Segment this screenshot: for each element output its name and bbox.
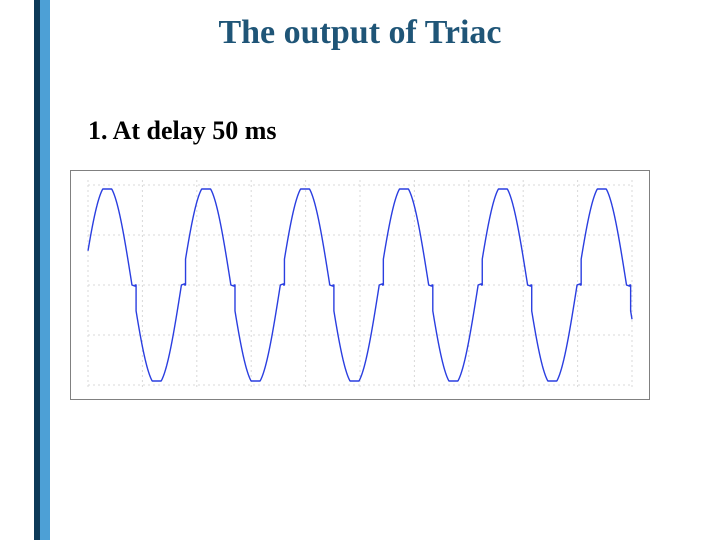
slide-title: The output of Triac <box>0 14 720 52</box>
accent-bar-light <box>40 0 50 540</box>
slide-subtitle: 1. At delay 50 ms <box>88 116 277 146</box>
accent-bar <box>34 0 50 540</box>
waveform-svg <box>70 170 650 400</box>
waveform-chart <box>70 170 650 400</box>
